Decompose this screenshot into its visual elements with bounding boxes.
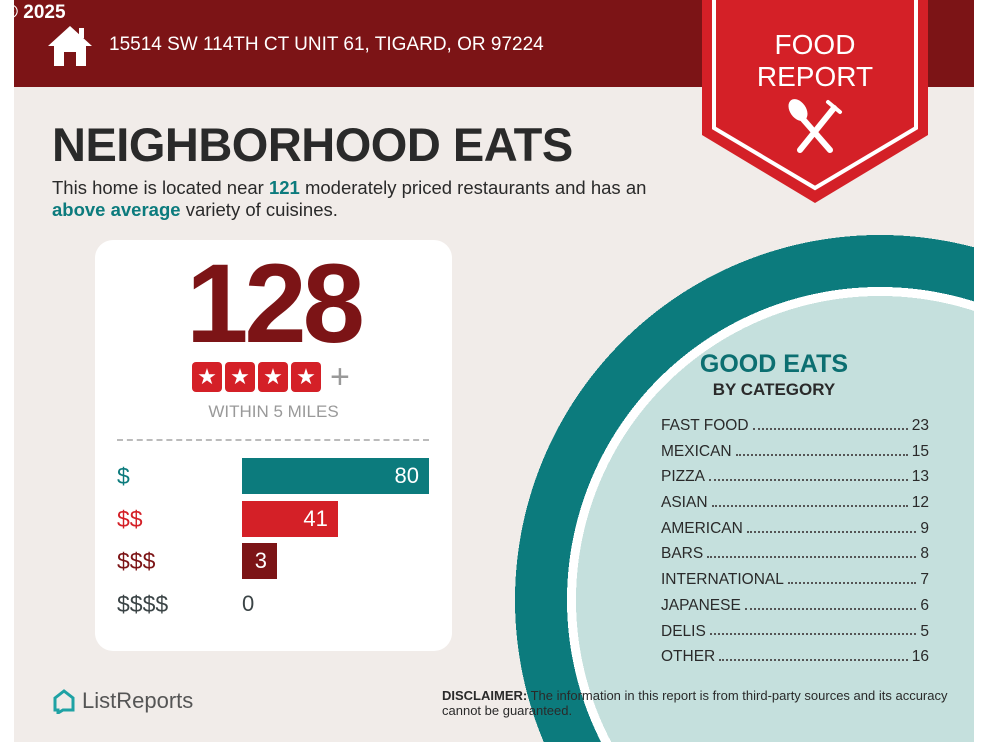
price-row: $$ 41	[117, 500, 437, 537]
intro-text: This home is located near 121 moderately…	[52, 177, 647, 220]
category-name: ASIAN	[661, 494, 708, 512]
category-count: 7	[920, 571, 929, 589]
badge-line1: FOOD	[775, 29, 856, 60]
category-count: 5	[920, 622, 929, 640]
dot-leader	[711, 504, 908, 507]
dot-leader	[746, 530, 917, 533]
badge-line2: REPORT	[757, 61, 873, 92]
category-item: BARS 8	[661, 544, 929, 570]
category-name: INTERNATIONAL	[661, 571, 784, 589]
spoon-fork-icon	[788, 99, 842, 153]
category-item: DELIS 5	[661, 622, 929, 648]
dot-leader	[709, 633, 917, 636]
good-eats-circle	[514, 230, 974, 742]
dot-leader	[708, 479, 908, 482]
category-count: 13	[911, 468, 929, 486]
price-bar: 3	[242, 543, 277, 579]
star-icon: ★	[192, 362, 222, 392]
dot-leader	[719, 659, 908, 662]
category-name: AMERICAN	[661, 519, 743, 537]
category-name: MEXICAN	[661, 442, 732, 460]
category-item: INTERNATIONAL 7	[661, 570, 929, 596]
category-item: JAPANESE 6	[661, 596, 929, 622]
dot-leader	[707, 556, 917, 559]
copyright: © 2025	[4, 2, 66, 23]
food-report-badge: FOOD REPORT	[702, 0, 928, 203]
category-item: FAST FOOD 23	[661, 416, 929, 442]
restaurant-count-card: 128 ★ ★ ★ ★ + WITHIN 5 MILES $80 $$ 41 $$$ 3 $$$$…	[95, 240, 452, 651]
star-icon: ★	[225, 362, 255, 392]
category-name: BARS	[661, 545, 704, 563]
dot-leader	[752, 427, 908, 430]
category-name: PIZZA	[661, 468, 705, 486]
star-icon: ★	[258, 362, 288, 392]
category-count: 23	[911, 417, 929, 434]
dot-leader	[735, 453, 908, 456]
category-item: ASIAN 12	[661, 493, 929, 519]
category-list: FAST FOOD 23 MEXICAN 15 PIZZA 13 ASIAN 12 AMERIC…	[661, 416, 929, 673]
category-item: PIZZA 13	[661, 467, 929, 493]
price-label: $	[117, 463, 130, 489]
page-title: NEIGHBORHOOD EATS	[52, 118, 573, 171]
price-bar: 80	[242, 458, 429, 494]
good-eats-title: GOOD EATS	[699, 350, 849, 378]
category-name: JAPANESE	[661, 596, 741, 614]
category-item: MEXICAN 15	[661, 442, 929, 468]
address: 15514 SW 114TH CT UNIT 61, TIGARD, OR 97…	[109, 34, 544, 55]
total-count: 128	[186, 241, 365, 366]
listreports-logo: ListReports	[52, 688, 193, 714]
disclaimer: DISCLAIMER: The information in this repo…	[442, 688, 948, 718]
price-bar: 0	[242, 590, 255, 616]
category-count: 8	[920, 545, 929, 563]
category-name: DELIS	[661, 622, 706, 640]
category-count: 6	[920, 596, 929, 614]
category-name: FAST FOOD	[661, 417, 749, 434]
food-report: 15514 SW 114TH CT UNIT 61, TIGARD, OR 97…	[14, 0, 974, 742]
price-label: $$	[117, 505, 143, 532]
home-icon	[48, 26, 92, 66]
price-row: $80	[117, 458, 437, 494]
category-item: OTHER 16	[661, 647, 929, 673]
logo-icon	[53, 689, 75, 714]
price-row: $$$$ 0	[117, 586, 437, 622]
category-count: 9	[920, 519, 929, 537]
star-icon: ★	[291, 362, 321, 392]
dot-leader	[787, 581, 917, 584]
price-row: $$$ 3	[117, 543, 437, 579]
category-item: AMERICAN 9	[661, 519, 929, 545]
category-name: OTHER	[661, 648, 716, 666]
logo-text: ListReports	[82, 688, 194, 713]
divider	[117, 439, 429, 441]
good-eats-subtitle: BY CATEGORY	[712, 380, 836, 399]
price-bar: 41	[242, 500, 338, 537]
price-label: $$$$	[117, 590, 169, 617]
price-label: $$$	[117, 548, 156, 574]
dot-leader	[744, 607, 917, 610]
plus-icon: +	[330, 358, 350, 396]
good-eats-heading: GOOD EATS BY CATEGORY	[654, 350, 894, 400]
category-count: 12	[911, 494, 929, 512]
category-count: 15	[911, 442, 929, 460]
category-count: 16	[911, 648, 929, 666]
within-label: WITHIN 5 MILES	[208, 402, 339, 421]
rating-stars: ★ ★ ★ ★ +	[192, 358, 350, 396]
